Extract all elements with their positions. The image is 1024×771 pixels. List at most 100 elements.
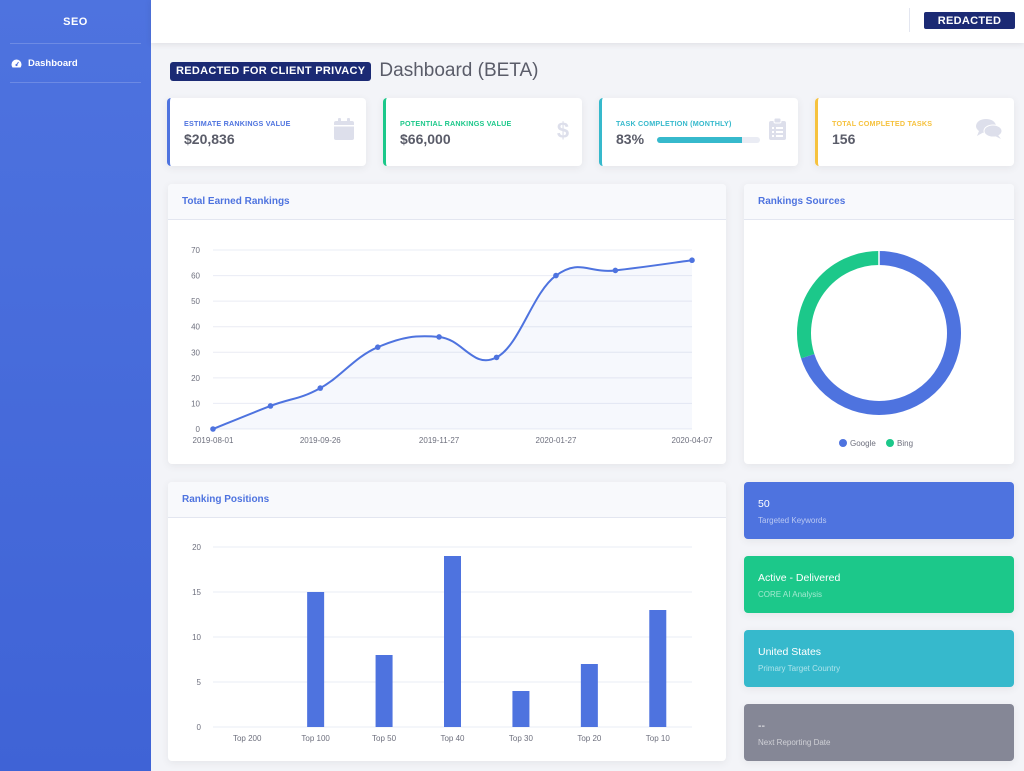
- y-tick-label: 40: [191, 323, 200, 332]
- info-card-label: CORE AI Analysis: [758, 590, 823, 599]
- panel-title: Ranking Positions: [168, 482, 726, 518]
- x-tick-label: Top 100: [301, 734, 330, 743]
- bar: [512, 691, 530, 727]
- y-tick-label: 5: [197, 678, 202, 687]
- info-card-label: Primary Target Country: [758, 664, 841, 673]
- data-point: [317, 385, 324, 391]
- info-card-value: United States: [758, 646, 822, 658]
- data-point: [689, 257, 695, 264]
- bar: [580, 664, 598, 727]
- stat-label: TOTAL COMPLETED TASKS: [832, 119, 933, 128]
- clipboard-icon: [769, 118, 786, 140]
- legend-marker: [839, 439, 847, 447]
- comments-icon: [976, 119, 1002, 139]
- data-point: [612, 267, 619, 274]
- data-point: [374, 344, 381, 350]
- x-tick-label: 2019-08-01: [193, 436, 234, 445]
- stat-value: $20,836: [184, 131, 235, 147]
- client-badge: REDACTED FOR CLIENT PRIVACY: [170, 61, 372, 81]
- stat-label: ESTIMATE RANKINGS VALUE: [184, 119, 291, 128]
- panel-title: Total Earned Rankings: [168, 184, 726, 220]
- page-title: Dashboard (BETA): [379, 60, 539, 81]
- info-card-label: Next Reporting Date: [758, 738, 831, 747]
- info-card-reporting: -- Next Reporting Date: [744, 704, 1014, 761]
- info-card-analysis: Active - Delivered CORE AI Analysis: [744, 556, 1014, 613]
- data-point: [436, 334, 442, 340]
- y-tick-label: 10: [191, 399, 200, 408]
- y-tick-label: 0: [196, 425, 201, 434]
- x-tick-label: Top 40: [440, 734, 465, 743]
- stat-value: 83%: [616, 131, 645, 147]
- donut-slice-google: [801, 251, 961, 415]
- series-line: [212, 259, 693, 430]
- earned-rankings-panel: Total Earned Rankings 0 10 20 30 40 50 60 70 201…: [168, 184, 726, 464]
- stat-value: $66,000: [400, 131, 451, 147]
- y-tick-label: 0: [197, 723, 202, 732]
- x-tick-label: 2020-01-27: [536, 436, 577, 445]
- bar: [307, 592, 325, 727]
- tachometer-icon: [11, 59, 22, 67]
- line-area: [213, 260, 692, 429]
- sidebar: SEO Dashboard: [0, 0, 151, 771]
- info-card-value: 50: [758, 498, 770, 510]
- y-tick-label: 10: [192, 633, 201, 642]
- sidebar-divider: [10, 82, 141, 83]
- data-point: [553, 272, 559, 279]
- svg-text:$: $: [557, 118, 569, 142]
- y-tick-label: 15: [192, 588, 201, 597]
- legend-marker: [886, 439, 894, 447]
- x-tick-label: Top 20: [577, 734, 602, 743]
- x-tick-label: Top 50: [372, 734, 397, 743]
- bar: [444, 556, 461, 727]
- y-tick-label: 20: [192, 543, 201, 552]
- info-card-label: Targeted Keywords: [758, 516, 827, 525]
- bar: [649, 610, 667, 727]
- stat-card-estimate: ESTIMATE RANKINGS VALUE $20,836: [167, 98, 366, 166]
- legend-label: Bing: [897, 439, 913, 448]
- stat-card-potential: POTENTIAL RANKINGS VALUE $66,000 $: [383, 98, 582, 166]
- info-card-keywords: 50 Targeted Keywords: [744, 482, 1014, 539]
- legend-label: Google: [850, 439, 876, 448]
- x-tick-label: Top 10: [646, 734, 671, 743]
- task-progress-bar: [657, 137, 760, 143]
- y-tick-label: 60: [191, 272, 200, 281]
- x-tick-label: Top 200: [233, 734, 262, 743]
- dollar-icon: $: [557, 118, 569, 142]
- sidebar-item-dashboard[interactable]: Dashboard: [0, 44, 151, 82]
- task-progress-fill: [657, 137, 743, 143]
- info-card-value: --: [758, 720, 765, 732]
- x-tick-label: Top 30: [509, 734, 534, 743]
- stat-card-task-completion: TASK COMPLETION (MONTHLY) 83%: [599, 98, 798, 166]
- sidebar-item-label: Dashboard: [28, 57, 78, 69]
- donut-slice-bing: [797, 251, 880, 359]
- bar: [375, 655, 393, 727]
- sidebar-divider: [10, 43, 141, 44]
- panel-title: Rankings Sources: [744, 184, 1014, 220]
- x-tick-label: 2019-11-27: [419, 436, 460, 445]
- user-badge[interactable]: REDACTED: [924, 12, 1015, 29]
- stat-value: 156: [832, 131, 856, 147]
- earned-rankings-chart: 0 10 20 30 40 50 60 70 2019-08-01 2019-09-26 2019-…: [191, 246, 713, 445]
- ranking-positions-chart: 0 5 10 15 20 Top 200 Top 100 Top 50 Top 40 Top 30…: [192, 543, 692, 743]
- data-point: [210, 426, 216, 432]
- page-heading: REDACTED FOR CLIENT PRIVACY Dashboard (B…: [170, 60, 539, 82]
- brand-title[interactable]: SEO: [63, 15, 88, 28]
- data-point: [493, 354, 500, 361]
- rankings-sources-panel: Rankings Sources Google Bing: [744, 184, 1014, 464]
- x-tick-label: 2019-09-26: [300, 436, 341, 445]
- y-tick-label: 20: [191, 374, 200, 383]
- calendar-icon: [334, 118, 354, 140]
- topbar: REDACTED: [151, 0, 1024, 43]
- ranking-positions-panel: Ranking Positions 0 5 10 15 20 Top 200 Top 100…: [168, 482, 726, 761]
- stat-label: POTENTIAL RANKINGS VALUE: [400, 119, 512, 128]
- stat-card-total-tasks: TOTAL COMPLETED TASKS 156: [815, 98, 1014, 166]
- x-tick-label: 2020-04-07: [672, 436, 713, 445]
- topbar-divider: [909, 8, 910, 32]
- info-card-country: United States Primary Target Country: [744, 630, 1014, 687]
- stat-label: TASK COMPLETION (MONTHLY): [616, 119, 732, 128]
- rankings-sources-chart: Google Bing: [797, 251, 961, 448]
- info-card-value: Active - Delivered: [758, 572, 841, 584]
- y-tick-label: 50: [191, 297, 200, 306]
- y-tick-label: 30: [191, 348, 200, 357]
- y-tick-label: 70: [191, 246, 200, 255]
